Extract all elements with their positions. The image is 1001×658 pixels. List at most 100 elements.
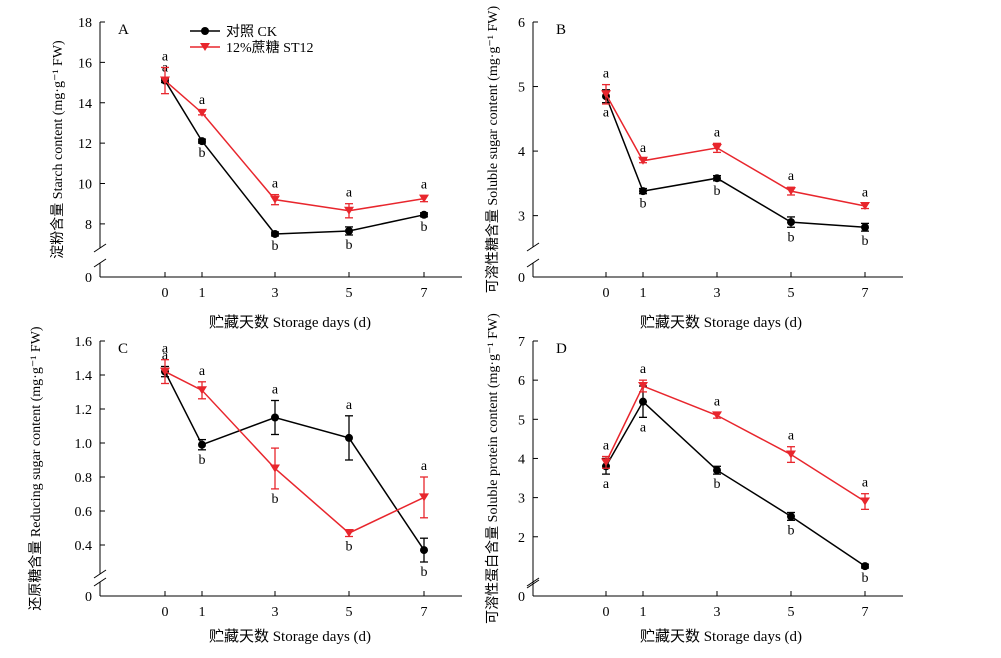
data-point — [345, 433, 353, 442]
data-point — [270, 464, 280, 473]
panel-b: B 0 3 4 5 6 0 1 3 5 7 可溶性糖含量 Soluble sugar content … — [485, 6, 903, 301]
significance-letter: b — [788, 230, 795, 245]
data-point — [419, 194, 429, 203]
significance-letter: a — [421, 178, 428, 193]
panel-letter: B — [556, 22, 566, 38]
y-tick-label: 0.6 — [75, 505, 93, 520]
y-tick-label: 2 — [518, 531, 525, 546]
significance-letter: b — [346, 238, 353, 253]
x-axis-title-d: 贮藏天数 Storage days (d) — [640, 628, 802, 645]
y-tick-label: 1.0 — [75, 437, 93, 452]
significance-letter: a — [603, 106, 610, 121]
significance-letter: a — [346, 398, 353, 413]
y-tick-label: 16 — [78, 56, 92, 71]
data-point — [638, 382, 648, 391]
x-tick-label: 1 — [199, 286, 206, 301]
significance-letter: b — [640, 197, 647, 212]
significance-letter: b — [199, 146, 206, 161]
y-tick-label: 0.4 — [75, 539, 93, 554]
data-point — [860, 201, 870, 210]
x-axis-title-a: 贮藏天数 Storage days (d) — [209, 314, 371, 331]
y-tick-label: 6 — [518, 374, 525, 389]
y-tick-label: 1.4 — [75, 369, 93, 384]
significance-letter: b — [272, 239, 279, 254]
y-tick-label: 0.8 — [75, 471, 93, 486]
significance-letter: a — [421, 459, 428, 474]
series-ck: a b b b b — [161, 61, 428, 254]
data-point — [601, 90, 611, 99]
data-point — [860, 497, 870, 506]
y-axis-title: 还原糖含量 Reducing sugar content (mg·g⁻¹ FW) — [28, 326, 44, 610]
axis-break-mark — [526, 579, 540, 589]
x-tick-label: 7 — [421, 605, 428, 620]
data-point — [344, 529, 354, 538]
y-tick-label: 5 — [518, 413, 525, 428]
series-st12: a a a a a — [160, 49, 429, 219]
data-point — [639, 397, 647, 406]
significance-letter: a — [714, 395, 721, 410]
axis-break-mark — [93, 243, 107, 253]
data-point — [345, 226, 353, 235]
significance-letter: a — [640, 362, 647, 377]
panel-c: C 0 0.4 0.6 0.8 1.0 1.2 1.4 1.6 0 1 3 5 7 还原糖含量 Reduci… — [28, 326, 462, 620]
y-tick-label: 4 — [518, 452, 525, 467]
significance-letter: a — [603, 439, 610, 454]
x-axis-title-c: 贮藏天数 Storage days (d) — [209, 628, 371, 645]
axis-break-mark — [526, 577, 540, 587]
y-axis-title: 可溶性糖含量 Soluble sugar content (mg·g⁻¹ FW) — [485, 6, 501, 294]
significance-letter: b — [788, 523, 795, 538]
data-point — [197, 108, 207, 117]
data-point — [420, 546, 428, 555]
legend: 对照 CK 12%蔗糖 ST12 — [190, 24, 314, 56]
x-tick-label: 5 — [346, 286, 353, 301]
x-tick-label: 0 — [603, 286, 610, 301]
axis-break-mark — [526, 258, 540, 268]
significance-letter: a — [714, 125, 721, 140]
x-tick-label: 3 — [714, 286, 721, 301]
series-ck: a a b b b — [602, 385, 869, 586]
significance-letter: a — [162, 49, 169, 64]
panel-d: D 0 2 3 4 5 6 7 0 1 3 5 7 可溶性蛋白含量 Soluble protein con… — [485, 313, 903, 624]
x-tick-label: 7 — [421, 286, 428, 301]
series-ck: a b b b b — [602, 89, 869, 249]
y-tick-label: 3 — [518, 492, 525, 507]
data-point — [638, 156, 648, 165]
data-point — [271, 229, 279, 238]
x-tick-label: 3 — [272, 605, 279, 620]
data-point — [787, 512, 795, 521]
data-point — [271, 413, 279, 422]
x-tick-label: 1 — [640, 605, 647, 620]
y-tick-label: 1.2 — [75, 403, 93, 418]
axis-break-mark — [93, 569, 107, 579]
data-point — [639, 187, 647, 196]
data-point — [861, 562, 869, 571]
data-point — [198, 440, 206, 449]
significance-letter: b — [421, 220, 428, 235]
y-tick-label: 5 — [518, 81, 525, 96]
data-point — [160, 367, 170, 376]
series-st12: a a a a a — [601, 67, 870, 210]
axis-break-mark — [526, 242, 540, 252]
data-point — [344, 206, 354, 215]
legend-ck-label: 对照 CK — [226, 24, 277, 40]
x-tick-label: 0 — [603, 605, 610, 620]
y-tick-label: 0 — [518, 271, 525, 286]
legend-st12-marker — [200, 43, 210, 51]
x-tick-label: 0 — [162, 605, 169, 620]
significance-letter: b — [714, 477, 721, 492]
y-tick-label: 12 — [78, 137, 92, 152]
x-tick-label: 7 — [862, 286, 869, 301]
x-axis-title-b: 贮藏天数 Storage days (d) — [640, 314, 802, 331]
x-tick-label: 5 — [788, 286, 795, 301]
significance-letter: b — [862, 234, 869, 249]
x-tick-label: 5 — [346, 605, 353, 620]
significance-letter: a — [788, 169, 795, 184]
data-point — [601, 458, 611, 467]
significance-letter: a — [640, 141, 647, 156]
significance-letter: b — [272, 492, 279, 507]
data-point — [419, 493, 429, 502]
series-st12: a a a a a — [601, 362, 870, 511]
data-point — [861, 223, 869, 232]
